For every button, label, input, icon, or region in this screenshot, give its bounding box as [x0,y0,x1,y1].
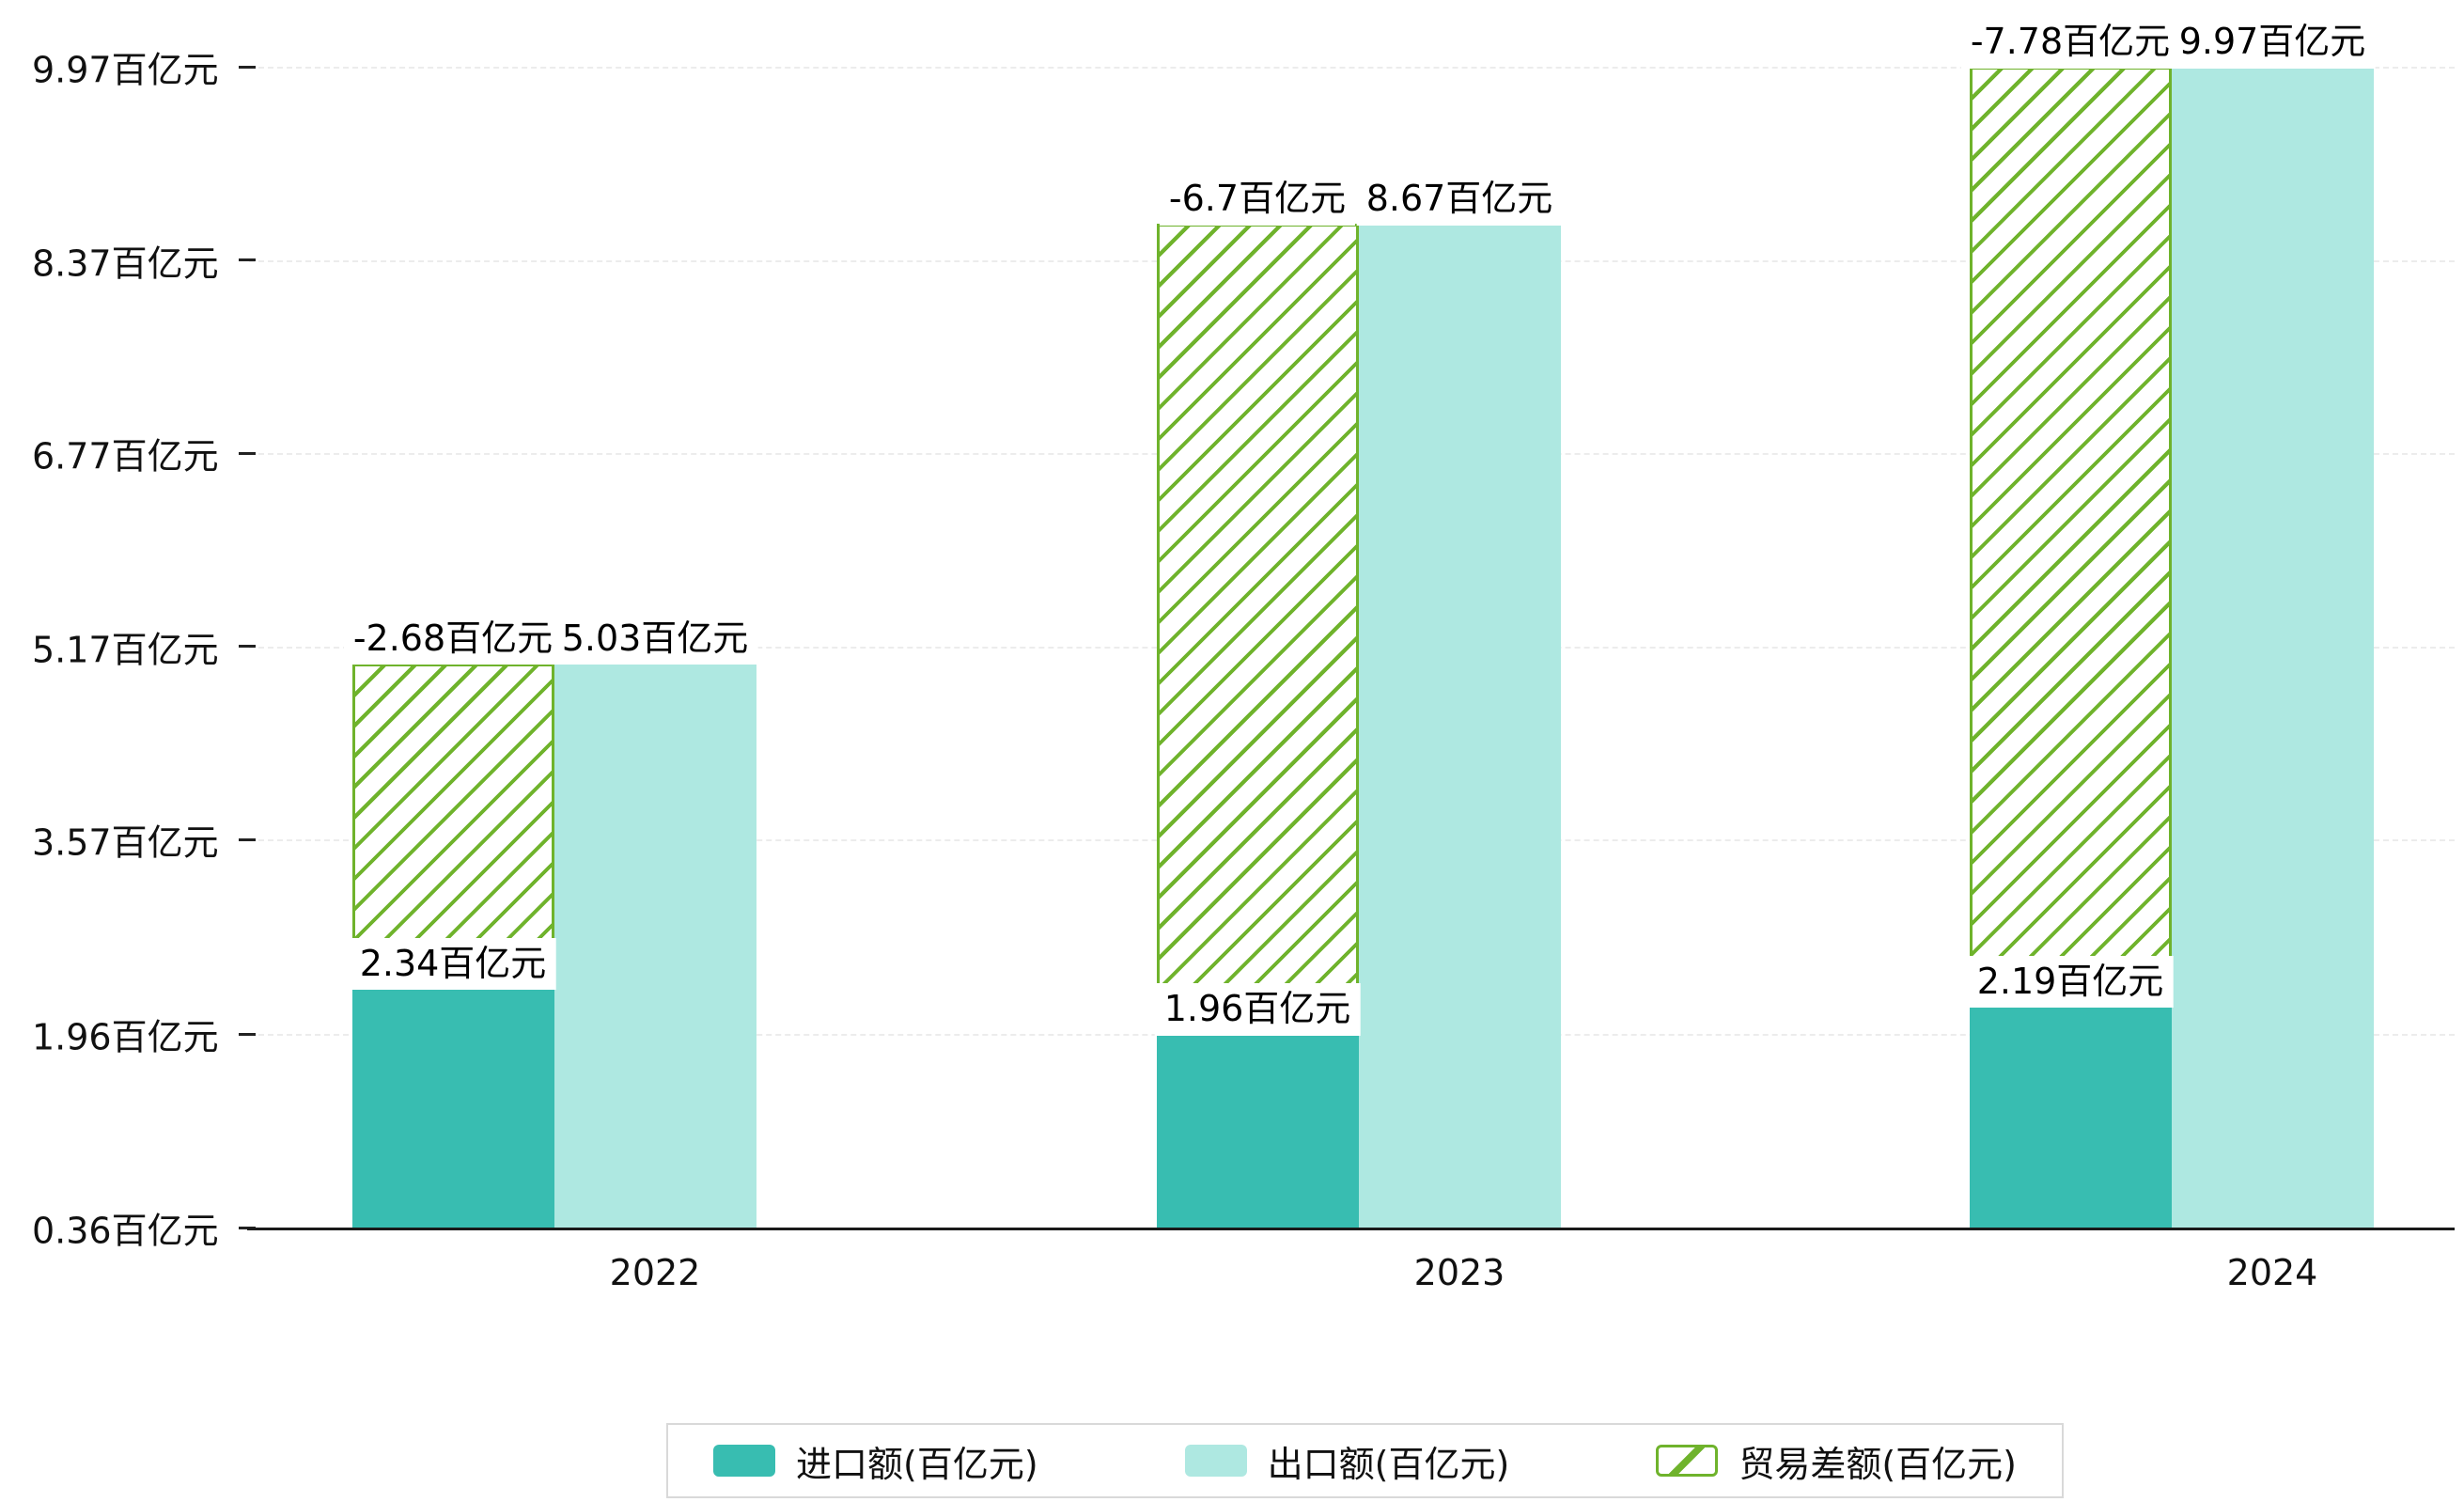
y-axis-tick-label: 6.77百亿元 [32,435,219,477]
export-value-label: 9.97百亿元 [2169,16,2376,69]
legend-label-import: 进口额(百亿元) [796,1443,1038,1485]
legend-label-trade-balance: 贸易差额(百亿元) [1739,1443,2017,1485]
y-axis-tick [239,645,256,649]
legend-item-trade-balance[interactable]: 贸易差额(百亿元) [1656,1435,2017,1487]
y-axis-tick-label: 9.97百亿元 [32,49,219,91]
y-axis-tick-label: 5.17百亿元 [32,629,219,671]
export-bar [1358,224,1561,1228]
trade-balance-bar [351,663,554,989]
x-axis-category-label: 2023 [1413,1252,1505,1293]
import-bar [1969,1006,2172,1228]
export-bar [554,663,756,1228]
y-axis-tick [239,837,256,841]
trade-balance-bar [1156,224,1359,1035]
y-axis-tick [239,65,256,69]
export-swatch-icon [1184,1445,1247,1477]
import-value-label: 2.19百亿元 [1967,955,2174,1009]
trade-balance-bar [1969,67,2172,1007]
legend-item-import[interactable]: 进口额(百亿元) [713,1435,1038,1487]
export-value-label: 8.67百亿元 [1356,173,1563,226]
trade-balance-value-label: -7.78百亿元 [1960,16,2180,69]
x-axis-line [247,1228,2455,1230]
export-bar [2171,67,2374,1228]
gridline [249,67,2455,69]
import-bar [1156,1034,1359,1228]
trade-balance-value-label: -2.68百亿元 [343,612,563,665]
y-axis-tick [239,1032,256,1036]
legend: 进口额(百亿元) 出口额(百亿元) 贸易差额(百亿元) [666,1423,2064,1498]
legend-item-export[interactable]: 出口额(百亿元) [1184,1435,1510,1487]
y-axis-tick-label: 0.36百亿元 [32,1210,219,1252]
x-axis-category-label: 2022 [609,1252,701,1293]
trade-balance-hatch-swatch-icon [1656,1445,1719,1477]
import-value-label: 2.34百亿元 [350,937,556,991]
export-value-label: 5.03百亿元 [552,612,758,665]
y-axis-tick-label: 1.96百亿元 [32,1016,219,1058]
legend-label-export: 出口额(百亿元) [1267,1443,1510,1485]
y-axis-tick-label: 8.37百亿元 [32,243,219,285]
trade-balance-value-label: -6.7百亿元 [1159,173,1356,226]
x-axis-category-label: 2024 [2226,1252,2318,1293]
y-axis-tick [239,258,256,262]
import-value-label: 1.96百亿元 [1154,983,1361,1036]
import-bar [351,988,554,1228]
y-axis-tick-label: 3.57百亿元 [32,821,219,864]
y-axis-tick [239,451,256,455]
import-swatch-icon [713,1445,775,1477]
